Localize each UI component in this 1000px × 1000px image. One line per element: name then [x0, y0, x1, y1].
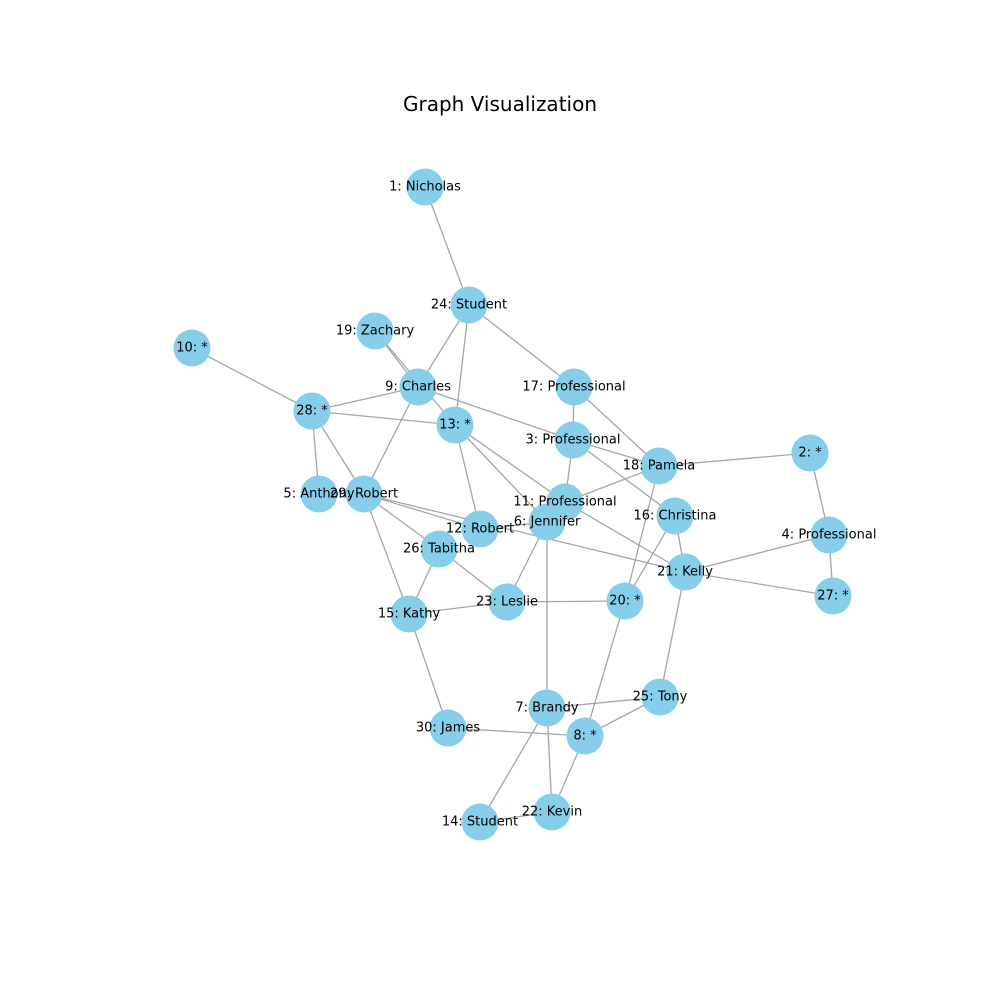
node-label-25: 25: Tony: [633, 690, 688, 705]
node-label-16: 16: Christina: [633, 509, 716, 524]
edge-20-8: [584, 600, 626, 737]
node-29[interactable]: [345, 475, 383, 513]
edge-21-27: [684, 571, 834, 597]
edge-23-20: [506, 600, 626, 603]
edge-18-2: [658, 452, 811, 467]
node-28[interactable]: [293, 392, 331, 430]
edge-10-28: [191, 347, 313, 412]
node-label-19: 19: Zachary: [336, 324, 415, 339]
edge-7-25: [546, 696, 661, 709]
node-label-27: 27: *: [817, 589, 849, 604]
node-17[interactable]: [555, 368, 593, 406]
node-label-29: 29: Robert: [330, 487, 398, 502]
node-24[interactable]: [450, 286, 488, 324]
node-9[interactable]: [399, 368, 437, 406]
node-26[interactable]: [420, 530, 458, 568]
node-30[interactable]: [429, 709, 467, 747]
node-3[interactable]: [554, 421, 592, 459]
edge-28-13: [311, 410, 456, 426]
node-23[interactable]: [488, 583, 526, 621]
edge-15-30: [408, 613, 449, 729]
node-label-14: 14: Student: [442, 815, 518, 830]
node-label-11: 11: Professional: [513, 495, 616, 510]
node-8[interactable]: [566, 717, 604, 755]
node-label-4: 4: Professional: [782, 528, 877, 543]
edge-24-13: [454, 304, 470, 426]
node-22[interactable]: [533, 793, 571, 831]
edge-13-11: [454, 424, 566, 503]
node-label-28: 28: *: [296, 404, 328, 419]
node-15[interactable]: [390, 595, 428, 633]
node-label-9: 9: Charles: [385, 380, 451, 395]
edge-18-20: [624, 465, 660, 602]
node-label-22: 22: Kevin: [522, 805, 582, 820]
node-21[interactable]: [666, 553, 704, 591]
node-1[interactable]: [406, 168, 444, 206]
node-label-15: 15: Kathy: [378, 607, 441, 622]
node-label-13: 13: *: [439, 418, 471, 433]
node-11[interactable]: [546, 483, 584, 521]
node-20[interactable]: [606, 582, 644, 620]
node-label-10: 10: *: [176, 341, 208, 356]
edge-30-8: [447, 727, 586, 737]
graph-title: Graph Visualization: [402, 92, 598, 116]
edge-13-6: [454, 424, 548, 523]
node-label-18: 18: Pamela: [623, 459, 696, 474]
node-label-21: 21: Kelly: [657, 565, 713, 580]
edge-29-12: [363, 493, 481, 530]
nodes-layer: 1: Nicholas 2: * 3: Professional 4: Profess…: [173, 168, 877, 841]
node-12[interactable]: [461, 510, 499, 548]
node-4[interactable]: [810, 516, 848, 554]
edge-11-21: [564, 501, 686, 573]
node-13[interactable]: [436, 406, 474, 444]
edge-29-15: [363, 493, 410, 615]
node-label-30: 30: James: [416, 721, 481, 736]
node-label-26: 26: Tabitha: [403, 542, 475, 557]
node-label-5: 5: Anthony: [283, 487, 354, 502]
edge-4-21: [684, 534, 830, 573]
node-18[interactable]: [640, 447, 678, 485]
node-25[interactable]: [641, 678, 679, 716]
node-label-2: 2: *: [798, 446, 822, 461]
edge-29-21: [363, 493, 686, 573]
node-label-8: 8: *: [573, 729, 597, 744]
node-label-17: 17: Professional: [522, 380, 625, 395]
node-label-6: 6: Jennifer: [514, 515, 581, 530]
node-2[interactable]: [791, 434, 829, 472]
edge-3-16: [572, 439, 676, 517]
node-label-1: 1: Nicholas: [389, 180, 461, 195]
node-label-23: 23: Leslie: [476, 595, 538, 610]
node-label-24: 24: Student: [431, 298, 507, 313]
edge-9-29: [363, 386, 419, 495]
node-7[interactable]: [528, 689, 566, 727]
node-14[interactable]: [461, 803, 499, 841]
node-16[interactable]: [656, 497, 694, 535]
node-label-12: 12: Robert: [446, 522, 514, 537]
edge-7-14: [479, 707, 548, 823]
node-label-20: 20: *: [609, 594, 641, 609]
edge-17-18: [573, 386, 660, 467]
node-19[interactable]: [356, 312, 394, 350]
node-label-3: 3: Professional: [526, 433, 621, 448]
edge-24-17: [468, 304, 575, 388]
node-27[interactable]: [814, 577, 852, 615]
node-5[interactable]: [300, 475, 338, 513]
node-10[interactable]: [173, 329, 211, 367]
edge-21-25: [659, 571, 686, 698]
edge-1-24: [424, 186, 470, 306]
node-label-7: 7: Brandy: [515, 701, 579, 716]
edge-9-3: [417, 386, 574, 441]
